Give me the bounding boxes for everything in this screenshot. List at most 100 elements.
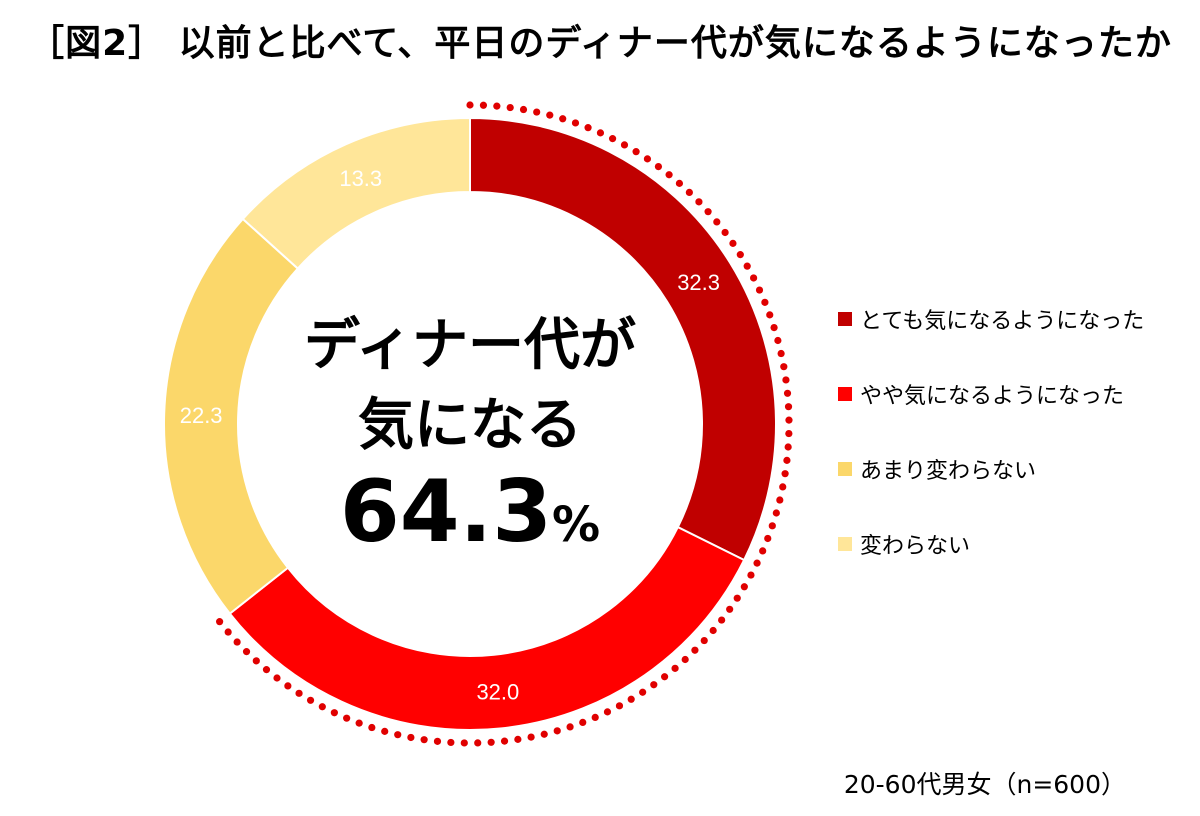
legend-item: あまり変わらない — [838, 450, 1144, 488]
highlight-dot — [224, 628, 232, 636]
highlight-dot — [639, 688, 647, 696]
legend-swatch — [838, 387, 852, 401]
highlight-dot — [394, 731, 402, 739]
highlight-dot — [685, 188, 693, 196]
highlight-dot — [627, 695, 635, 703]
highlight-dot — [718, 616, 726, 624]
highlight-dot — [584, 124, 592, 132]
highlight-dot — [306, 696, 315, 704]
highlight-dot — [540, 730, 548, 738]
highlight-dot — [740, 583, 748, 591]
highlight-dot — [691, 646, 699, 654]
donut-slice — [241, 116, 471, 270]
highlight-dot — [709, 626, 717, 635]
highlight-dot — [566, 723, 574, 731]
highlight-dot — [713, 218, 721, 226]
highlight-dot — [665, 171, 673, 179]
center-label-line2: 気になる — [358, 393, 582, 458]
highlight-dot — [603, 708, 612, 716]
highlight-dot — [514, 735, 522, 743]
highlight-dot — [420, 736, 428, 744]
highlight-dot — [704, 208, 712, 216]
chart-title: ［図2］ 以前と比べて、平日のディナー代が気になるようになったか — [28, 23, 1172, 64]
data-labels: 32.3 32.0 22.3 13.3 — [180, 166, 720, 704]
highlight-dot — [571, 119, 580, 127]
highlight-dot — [743, 262, 751, 270]
donut-slices — [163, 116, 777, 731]
highlight-dot — [776, 496, 784, 504]
highlight-dot — [355, 719, 363, 727]
donut-slice — [469, 116, 777, 562]
highlight-dot — [747, 571, 755, 579]
highlight-dot — [736, 251, 744, 259]
highlight-dot — [533, 108, 541, 116]
highlight-dot — [729, 239, 737, 247]
data-label: 32.0 — [476, 680, 519, 705]
highlight-dot — [546, 111, 554, 119]
center-total-unit: % — [552, 497, 601, 553]
data-label: 22.3 — [180, 403, 223, 428]
highlight-dot — [733, 594, 741, 602]
highlight-dot — [777, 349, 785, 358]
highlight-dot — [661, 673, 669, 681]
highlight-dot — [768, 522, 776, 530]
highlight-dot — [559, 115, 567, 123]
highlight-dot — [772, 509, 780, 517]
donut-slice — [228, 525, 746, 731]
highlight-dot — [381, 727, 389, 735]
highlight-dot — [318, 703, 326, 711]
highlight-dot — [273, 674, 281, 682]
highlight-dot — [519, 105, 528, 114]
highlight-dot — [700, 636, 708, 645]
legend-swatch — [838, 462, 852, 476]
highlight-dot — [632, 148, 640, 156]
highlight-dots — [216, 101, 793, 747]
center-total-value: 64.3 — [339, 462, 553, 562]
legend-label: 変わらない — [860, 534, 971, 559]
highlight-dot — [479, 101, 488, 109]
highlight-dot — [755, 286, 764, 294]
highlight-dot — [591, 713, 599, 721]
data-label: 13.3 — [339, 166, 382, 191]
highlight-dot — [433, 737, 442, 745]
highlight-dot — [460, 739, 468, 747]
legend-item: とても気になるようになった — [838, 300, 1144, 338]
highlight-dot — [750, 274, 758, 282]
highlight-dot — [284, 682, 292, 690]
highlight-dot — [764, 534, 772, 543]
highlight-dot — [784, 443, 792, 451]
center-total: 64.3% — [250, 462, 690, 562]
highlight-dot — [620, 141, 629, 149]
highlight-dot — [770, 323, 778, 332]
highlight-dot — [785, 416, 793, 424]
highlight-dot — [527, 733, 535, 741]
highlight-dot — [784, 403, 793, 411]
highlight-dot — [493, 102, 501, 110]
highlight-dot — [654, 162, 663, 171]
highlight-dot — [766, 311, 774, 319]
highlight-dot — [579, 718, 587, 727]
highlight-dot — [785, 429, 793, 438]
highlight-dot — [474, 739, 482, 747]
highlight-dot — [782, 376, 790, 384]
highlight-dot — [216, 618, 224, 626]
highlight-dot — [487, 738, 495, 746]
highlight-dot — [615, 702, 624, 710]
highlight-dot — [368, 723, 376, 732]
highlight-dot — [783, 456, 791, 464]
legend-label: やや気になるようになった — [860, 384, 1125, 409]
highlight-dot — [643, 155, 652, 163]
highlight-dot — [407, 733, 415, 742]
legend-label: あまり変わらない — [860, 459, 1037, 484]
data-label: 32.3 — [677, 270, 720, 295]
highlight-dot — [671, 664, 679, 672]
highlight-dot — [675, 179, 684, 187]
legend-item: やや気になるようになった — [838, 375, 1144, 413]
highlight-dot — [466, 101, 474, 109]
legend: とても気になるようになった やや気になるようになった あまり変わらない 変わらな… — [838, 300, 1144, 600]
highlight-dot — [242, 648, 251, 656]
highlight-dot — [721, 228, 729, 237]
highlight-dot — [783, 389, 792, 397]
legend-swatch — [838, 537, 852, 551]
